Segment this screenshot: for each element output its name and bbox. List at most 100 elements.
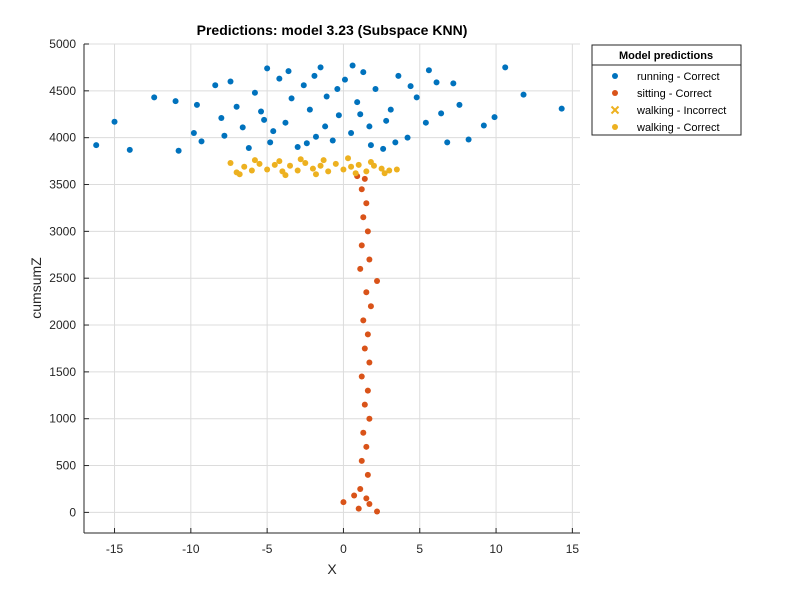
sitting-correct-point <box>374 278 381 285</box>
running-correct-point <box>413 94 420 101</box>
walking-correct-point <box>386 167 393 174</box>
sitting-correct-point <box>360 317 367 324</box>
x-axis-label: X <box>327 561 337 577</box>
walking-correct-point <box>287 162 294 169</box>
walking-correct-point <box>320 157 327 164</box>
running-correct-point <box>218 115 225 122</box>
sitting-correct-point <box>361 401 368 408</box>
data-points <box>93 62 565 515</box>
running-correct-point <box>285 68 292 75</box>
walking-correct-point <box>282 172 289 179</box>
sitting-correct-point <box>366 415 373 422</box>
legend-label-walking-correct: walking - Correct <box>636 122 720 134</box>
running-correct-point <box>175 147 182 154</box>
running-correct-point <box>317 64 324 71</box>
running-correct-point <box>303 140 310 147</box>
running-correct-point <box>233 103 240 110</box>
running-correct-point <box>348 129 355 136</box>
walking-correct-point <box>309 165 316 172</box>
walking-correct-point <box>241 163 248 170</box>
walking-correct-point <box>294 167 301 174</box>
legend-marker-running-correct <box>612 73 618 79</box>
running-correct-point <box>282 119 289 126</box>
running-correct-point <box>93 142 100 149</box>
sitting-correct-point <box>366 500 373 507</box>
sitting-correct-point <box>361 345 368 352</box>
running-correct-point <box>367 142 374 149</box>
running-correct-point <box>306 106 313 113</box>
sitting-correct-point <box>366 359 373 366</box>
running-correct-point <box>444 139 451 146</box>
walking-correct-point <box>355 161 362 168</box>
running-correct-point <box>341 76 348 83</box>
walking-correct-point <box>340 166 347 173</box>
legend-label-sitting-correct: sitting - Correct <box>637 88 712 100</box>
sitting-correct-point <box>355 505 362 512</box>
running-correct-point <box>172 98 179 105</box>
x-tick-label: 0 <box>340 542 347 556</box>
walking-correct-point <box>227 159 234 166</box>
walking-correct-point <box>256 160 263 167</box>
running-correct-point <box>354 99 361 106</box>
running-correct-point <box>323 93 330 100</box>
running-correct-point <box>239 124 246 131</box>
x-tick-label: -10 <box>182 542 200 556</box>
running-correct-point <box>491 114 498 121</box>
y-tick-label: 5000 <box>49 37 76 51</box>
running-correct-point <box>300 82 307 89</box>
walking-correct-point <box>381 170 388 177</box>
running-correct-point <box>245 144 252 151</box>
sitting-correct-point <box>367 303 374 310</box>
running-correct-point <box>198 138 205 145</box>
plot-background <box>84 44 580 533</box>
running-correct-point <box>558 105 565 112</box>
running-correct-point <box>357 111 364 118</box>
x-tick-label: 5 <box>416 542 423 556</box>
running-correct-point <box>366 123 373 130</box>
legend-marker-sitting-correct <box>612 90 618 96</box>
y-tick-label: 2500 <box>49 271 76 285</box>
running-correct-point <box>190 129 197 136</box>
running-correct-point <box>334 85 341 92</box>
walking-correct-point <box>325 168 332 175</box>
sitting-correct-point <box>358 242 365 249</box>
sitting-correct-point <box>374 508 381 515</box>
running-correct-point <box>193 101 200 108</box>
running-correct-point <box>387 106 394 113</box>
running-correct-point <box>329 137 336 144</box>
running-correct-point <box>360 69 367 76</box>
running-correct-point <box>407 83 414 90</box>
running-correct-point <box>251 89 258 96</box>
running-correct-point <box>322 123 329 130</box>
running-correct-point <box>392 139 399 146</box>
running-correct-point <box>111 118 118 125</box>
sitting-correct-point <box>357 265 364 272</box>
y-tick-label: 1500 <box>49 365 76 379</box>
running-correct-point <box>520 91 527 98</box>
running-correct-point <box>372 85 379 92</box>
sitting-correct-point <box>361 175 368 182</box>
walking-correct-point <box>363 168 370 175</box>
running-correct-point <box>425 67 432 74</box>
grid <box>84 43 580 533</box>
plot-area: -15 -10 -5 0 5 10 15 0 500 1000 1500 2000 2500 3000 35… <box>49 37 580 556</box>
walking-correct-point <box>332 160 339 167</box>
legend-items: running - Correct sitting - Correct walkin… <box>610 71 726 134</box>
y-tick-label: 500 <box>56 459 76 473</box>
walking-correct-point <box>367 159 374 166</box>
x-tick-label: -15 <box>106 542 124 556</box>
sitting-correct-point <box>340 499 347 506</box>
sitting-correct-point <box>358 373 365 380</box>
running-correct-point <box>502 64 509 71</box>
x-tick-label: -5 <box>262 542 273 556</box>
sitting-correct-point <box>358 457 365 464</box>
running-correct-point <box>404 134 411 141</box>
running-correct-point <box>395 72 402 79</box>
x-tick-label: 10 <box>489 542 503 556</box>
legend-box <box>591 44 742 136</box>
x-tick-label: 15 <box>566 542 580 556</box>
sitting-correct-point <box>360 429 367 436</box>
sitting-correct-point <box>363 200 370 207</box>
legend: Model predictions running - Correct sitti… <box>591 44 742 136</box>
y-tick-label: 4500 <box>49 84 76 98</box>
